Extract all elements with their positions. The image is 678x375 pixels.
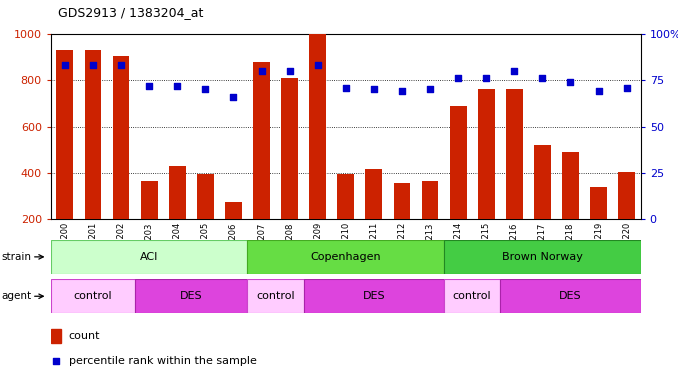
Point — [200, 87, 211, 93]
Bar — [281, 78, 298, 219]
Point — [481, 75, 492, 81]
Text: percentile rank within the sample: percentile rank within the sample — [68, 356, 256, 366]
Point — [51, 357, 62, 363]
Point — [537, 75, 548, 81]
Bar — [309, 34, 326, 219]
Point — [565, 79, 576, 85]
Text: ACI: ACI — [140, 252, 159, 262]
Point — [397, 88, 407, 94]
Point — [621, 85, 632, 91]
Point — [60, 62, 71, 68]
Bar — [169, 166, 186, 219]
Bar — [506, 90, 523, 219]
Point — [87, 62, 98, 68]
Point — [172, 83, 182, 89]
Bar — [422, 181, 439, 219]
Point — [368, 87, 379, 93]
Text: control: control — [453, 291, 492, 301]
Bar — [141, 181, 157, 219]
Bar — [135, 279, 247, 313]
Text: count: count — [68, 331, 100, 341]
Point — [256, 68, 267, 74]
Bar — [247, 240, 444, 274]
Text: control: control — [256, 291, 295, 301]
Point — [424, 87, 435, 93]
Bar — [500, 279, 641, 313]
Point — [144, 83, 155, 89]
Bar — [534, 145, 551, 219]
Bar — [56, 50, 73, 219]
Bar — [51, 240, 247, 274]
Bar — [444, 240, 641, 274]
Bar — [247, 279, 304, 313]
Point — [453, 75, 464, 81]
Point — [116, 62, 127, 68]
Point — [340, 85, 351, 91]
Bar — [85, 50, 102, 219]
Text: DES: DES — [363, 291, 385, 301]
Text: DES: DES — [180, 291, 203, 301]
Bar — [444, 279, 500, 313]
Bar — [393, 183, 410, 219]
Bar — [304, 279, 444, 313]
Text: control: control — [74, 291, 113, 301]
Bar — [338, 174, 354, 219]
Text: DES: DES — [559, 291, 582, 301]
Text: Copenhagen: Copenhagen — [311, 252, 381, 262]
Text: GDS2913 / 1383204_at: GDS2913 / 1383204_at — [58, 6, 203, 19]
Bar — [225, 202, 242, 219]
Bar — [478, 90, 495, 219]
Bar — [562, 152, 579, 219]
Bar — [197, 174, 214, 219]
Point — [509, 68, 520, 74]
Point — [284, 68, 295, 74]
Bar — [253, 62, 270, 219]
Bar — [618, 172, 635, 219]
Bar — [590, 187, 607, 219]
Bar — [450, 106, 466, 219]
Point — [313, 62, 323, 68]
Bar — [365, 170, 382, 219]
Text: strain: strain — [1, 252, 31, 262]
Bar — [113, 56, 129, 219]
Text: agent: agent — [1, 291, 31, 301]
Text: Brown Norway: Brown Norway — [502, 252, 583, 262]
Bar — [51, 329, 62, 343]
Bar — [51, 279, 135, 313]
Point — [593, 88, 604, 94]
Point — [228, 94, 239, 100]
